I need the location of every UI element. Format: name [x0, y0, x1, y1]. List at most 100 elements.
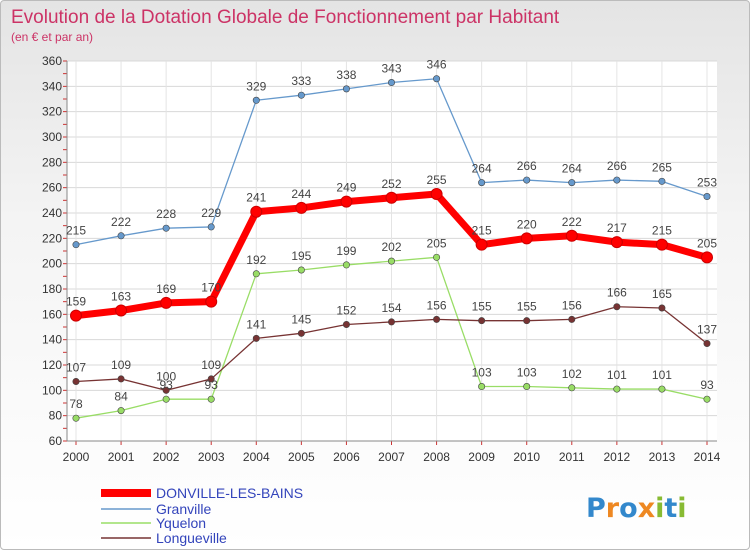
data-point: [117, 375, 125, 383]
data-label: 93: [700, 378, 714, 392]
data-point: [430, 188, 443, 200]
data-label: 170: [201, 281, 221, 295]
data-point: [342, 85, 350, 93]
data-point: [478, 317, 486, 325]
data-point: [565, 229, 578, 242]
data-label: 199: [336, 244, 356, 258]
data-point: [433, 75, 441, 83]
data-label: 101: [652, 368, 672, 382]
logo-letter: x: [638, 493, 655, 524]
data-label: 222: [562, 215, 582, 229]
x-tick-label: 2007: [378, 450, 405, 464]
data-label: 217: [607, 221, 627, 235]
data-label: 195: [291, 249, 311, 263]
data-point: [523, 383, 531, 391]
y-tick-label: 300: [42, 130, 62, 144]
legend: DONVILLE-LES-BAINSGranvilleYquelonLongue…: [101, 485, 303, 546]
data-point: [478, 383, 486, 391]
series-layer: [70, 75, 713, 422]
axes: 60 80 100 120 140 160 180 200 220 240 260 280 300 320…: [42, 54, 721, 464]
data-label: 103: [472, 366, 492, 380]
chart-subtitle: (en € et par an): [11, 30, 93, 44]
y-tick-label: 360: [42, 54, 62, 68]
data-point: [568, 384, 576, 392]
data-point: [72, 414, 80, 422]
data-point: [568, 315, 576, 323]
data-point: [72, 241, 80, 249]
data-point: [207, 375, 215, 383]
data-point: [297, 91, 305, 99]
data-label: 346: [427, 58, 447, 72]
data-label: 343: [381, 62, 401, 76]
data-label: 215: [652, 224, 672, 238]
x-tick-label: 2011: [559, 450, 585, 464]
x-tick-label: 2005: [288, 450, 315, 464]
data-label: 107: [66, 360, 86, 374]
y-tick-label: 320: [42, 105, 62, 119]
data-point: [655, 238, 668, 251]
data-label: 154: [381, 301, 401, 315]
data-label: 166: [607, 286, 627, 300]
data-label: 215: [66, 224, 86, 238]
data-label: 205: [697, 236, 717, 250]
data-point: [252, 96, 260, 104]
x-tick-label: 2013: [649, 450, 676, 464]
data-label: 338: [336, 68, 356, 82]
data-label: 165: [652, 287, 672, 301]
x-tick-label: 2003: [198, 450, 225, 464]
x-tick-label: 2002: [153, 450, 180, 464]
data-point: [252, 270, 260, 278]
data-point: [117, 407, 125, 415]
chart-title: Evolution de la Dotation Globale de Fonc…: [11, 7, 560, 28]
data-label: 220: [517, 217, 537, 231]
data-label: 205: [427, 236, 447, 250]
data-point: [387, 318, 395, 326]
logo-letter: t: [664, 493, 677, 524]
data-label: 241: [246, 191, 266, 205]
x-tick-label: 2014: [694, 450, 721, 464]
y-tick-label: 260: [42, 181, 62, 195]
y-tick-label: 220: [42, 231, 62, 245]
data-point: [520, 232, 533, 245]
data-point: [207, 223, 215, 231]
data-label: 229: [201, 206, 221, 220]
y-tick-label: 160: [42, 307, 62, 321]
y-tick-label: 100: [42, 383, 62, 397]
data-point: [658, 177, 666, 185]
data-label: 109: [111, 358, 131, 372]
legend-label: Granville: [156, 501, 211, 517]
y-tick-label: 180: [42, 282, 62, 296]
data-label: 93: [205, 378, 219, 392]
y-tick-label: 340: [42, 79, 62, 93]
y-tick-label: 200: [42, 257, 62, 271]
data-labels: 159 163 169 170 241 244 249 252 255 215 220 222 217 2…: [66, 58, 717, 411]
data-label: 192: [246, 253, 266, 267]
data-label: 264: [562, 162, 582, 176]
data-point: [207, 395, 215, 403]
data-point: [703, 193, 711, 201]
x-tick-label: 2010: [513, 450, 540, 464]
data-label: 252: [381, 177, 401, 191]
data-label: 159: [66, 295, 86, 309]
y-tick-label: 280: [42, 155, 62, 169]
data-point: [658, 385, 666, 393]
data-point: [523, 317, 531, 325]
data-label: 109: [201, 358, 221, 372]
data-label: 266: [517, 159, 537, 173]
proxiti-logo: Proxiti: [586, 493, 687, 524]
logo-letter: r: [606, 493, 620, 524]
data-label: 156: [562, 298, 582, 312]
data-label: 215: [472, 224, 492, 238]
data-point: [295, 201, 308, 214]
data-point: [613, 303, 621, 311]
data-point: [433, 253, 441, 261]
data-label: 93: [159, 378, 173, 392]
data-label: 266: [607, 159, 627, 173]
data-point: [252, 334, 260, 342]
logo-text: Proxiti: [586, 493, 687, 524]
data-label: 100: [156, 369, 176, 383]
data-point: [115, 304, 128, 317]
data-point: [658, 304, 666, 312]
y-tick-label: 140: [42, 333, 62, 347]
data-label: 145: [291, 312, 311, 326]
